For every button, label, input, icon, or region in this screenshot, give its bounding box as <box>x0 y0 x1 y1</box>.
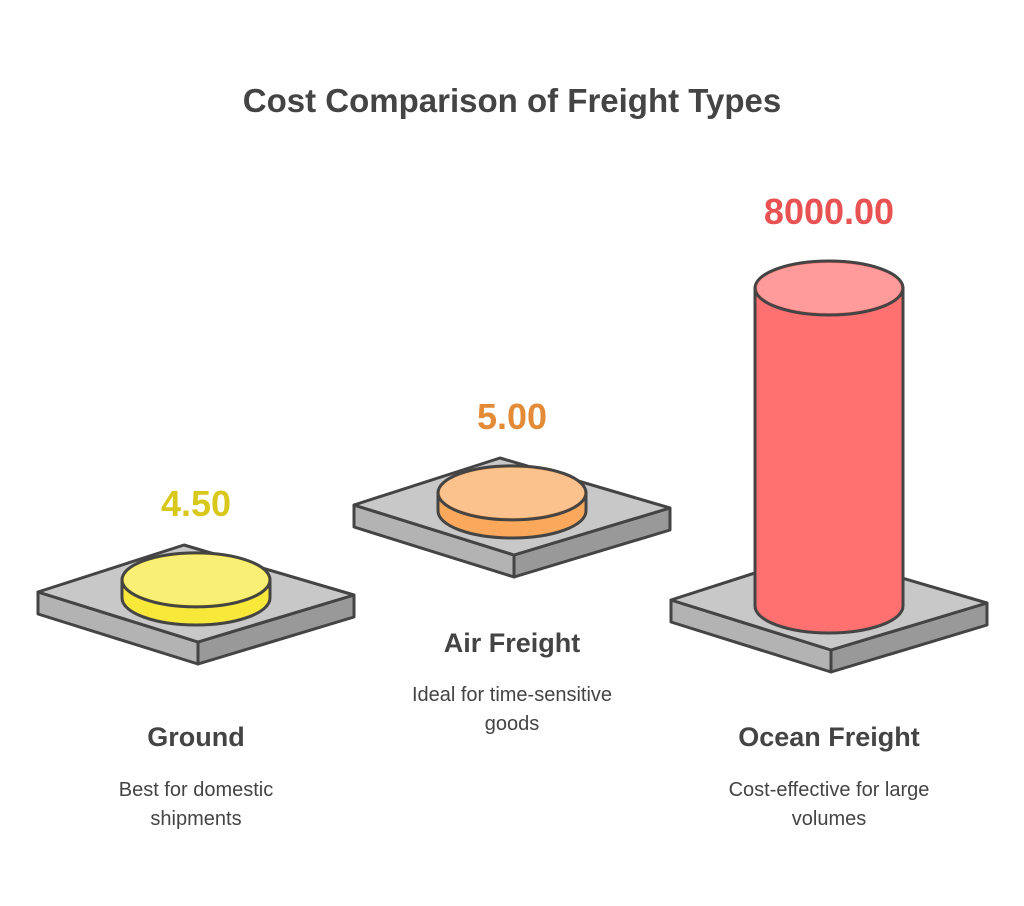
cylinder <box>753 286 905 635</box>
category-description: Cost-effective for large volumes <box>728 779 930 830</box>
category-description: Ideal for time-sensitive goods <box>411 684 613 735</box>
cylinder-top <box>120 551 272 609</box>
category-label: Air Freight <box>443 628 581 658</box>
value-label: 5.00 <box>476 395 548 437</box>
cylinder-top-highlight <box>757 263 901 313</box>
category-label: Ground <box>147 722 245 752</box>
cylinder-top-highlight <box>124 554 268 605</box>
chart-title: Cost Comparison of Freight Types <box>242 82 782 119</box>
value-label: 4.50 <box>160 482 232 524</box>
value-label: 8000.00 <box>763 191 895 232</box>
category-label: Ocean Freight <box>738 722 920 752</box>
cylinder-top <box>753 259 905 317</box>
cylinder-top-highlight <box>440 467 584 518</box>
category-description: Best for domestic shipments <box>118 779 274 830</box>
cylinder-top <box>436 464 588 522</box>
